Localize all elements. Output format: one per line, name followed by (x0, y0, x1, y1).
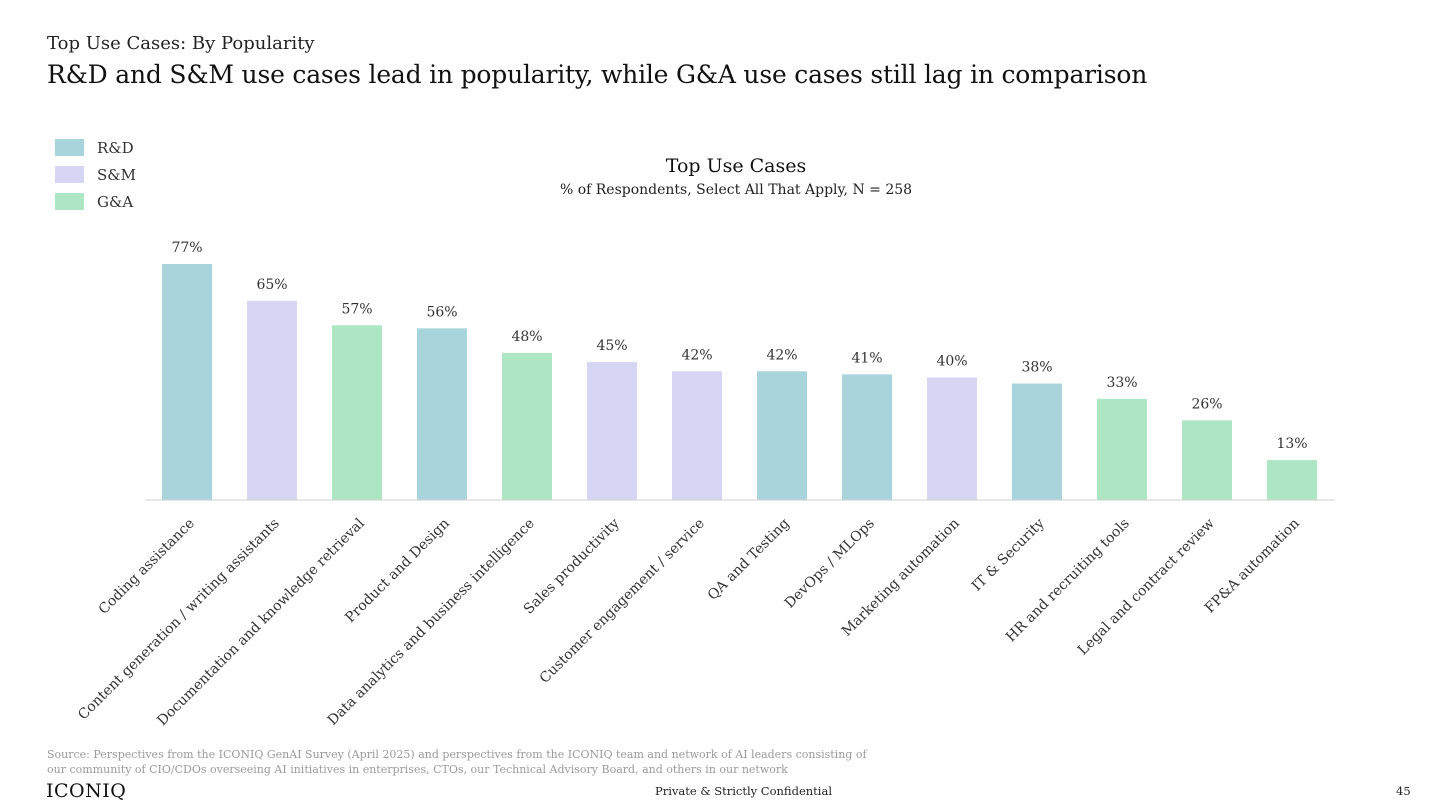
bar-coding-assistance (162, 263, 212, 500)
confidential-note: Private & Strictly Confidential (655, 784, 833, 798)
page-number: 45 (1396, 784, 1411, 798)
bar-documentation-and-knowledge-retrieval (332, 325, 382, 500)
bar-devops-mlops (842, 374, 892, 500)
x-tick-label-devops-mlops: DevOps / MLOps (782, 516, 878, 612)
data-label-documentation-and-knowledge-retrieval: 57% (341, 301, 372, 317)
data-label-devops-mlops: 41% (851, 350, 882, 366)
x-tick-label-it-security: IT & Security (969, 515, 1048, 594)
legend-swatch-rd (55, 139, 84, 156)
data-label-hr-and-recruiting-tools: 33% (1106, 375, 1137, 391)
legend-swatch-ga (55, 193, 84, 210)
data-label-coding-assistance: 77% (171, 240, 202, 256)
x-tick-label-qa-and-testing: QA and Testing (705, 515, 793, 603)
bar-marketing-automation (927, 377, 977, 500)
legend-label-sm: S&M (97, 165, 136, 184)
iconiq-logo: ICONIQ (46, 780, 127, 802)
legend-item-rd: R&D (55, 134, 136, 161)
legend-label-ga: G&A (97, 192, 134, 211)
bar-chart: Top Use Cases % of Respondents, Select A… (75, 155, 1335, 729)
x-tick-label-coding-assistance: Coding assistance (96, 516, 198, 618)
data-label-customer-engagement-service: 42% (681, 347, 712, 363)
x-tick-label-customer-engagement-service: Customer engagement / service (537, 516, 708, 687)
data-label-sales-productivity: 45% (596, 338, 627, 354)
source-note: Source: Perspectives from the ICONIQ Gen… (47, 748, 867, 776)
legend-item-ga: G&A (55, 188, 136, 215)
data-label-product-and-design: 56% (426, 304, 457, 320)
bar-qa-and-testing (757, 371, 807, 500)
data-label-qa-and-testing: 42% (766, 347, 797, 363)
x-tick-label-legal-and-contract-review: Legal and contract review (1075, 516, 1218, 659)
legend-label-rd: R&D (97, 138, 134, 157)
bar-fp-a-automation (1267, 460, 1317, 500)
bar-sales-productivity (587, 362, 637, 500)
bar-product-and-design (417, 328, 467, 500)
bar-data-analytics-and-business-intelligence (502, 352, 552, 500)
legend-swatch-sm (55, 166, 84, 183)
bar-content-generation-writing-assistants (247, 300, 297, 500)
legend-item-sm: S&M (55, 161, 136, 188)
data-label-it-security: 38% (1021, 360, 1052, 376)
x-tick-label-fp-a-automation: FP&A automation (1202, 516, 1303, 617)
page-eyebrow: Top Use Cases: By Popularity (47, 33, 315, 54)
chart-title: Top Use Cases (666, 155, 807, 177)
data-label-content-generation-writing-assistants: 65% (256, 277, 287, 293)
bar-hr-and-recruiting-tools (1097, 398, 1147, 500)
data-label-fp-a-automation: 13% (1276, 436, 1307, 452)
data-label-data-analytics-and-business-intelligence: 48% (511, 329, 542, 345)
data-label-legal-and-contract-review: 26% (1191, 396, 1222, 412)
chart-subtitle: % of Respondents, Select All That Apply,… (560, 182, 912, 198)
x-tick-label-sales-productivity: Sales productivity (521, 515, 623, 617)
bar-customer-engagement-service (672, 371, 722, 500)
bar-legal-and-contract-review (1182, 420, 1232, 500)
data-label-marketing-automation: 40% (936, 353, 967, 369)
page-headline: R&D and S&M use cases lead in popularity… (47, 60, 1148, 89)
bar-it-security (1012, 383, 1062, 500)
chart-legend: R&D S&M G&A (55, 134, 136, 215)
